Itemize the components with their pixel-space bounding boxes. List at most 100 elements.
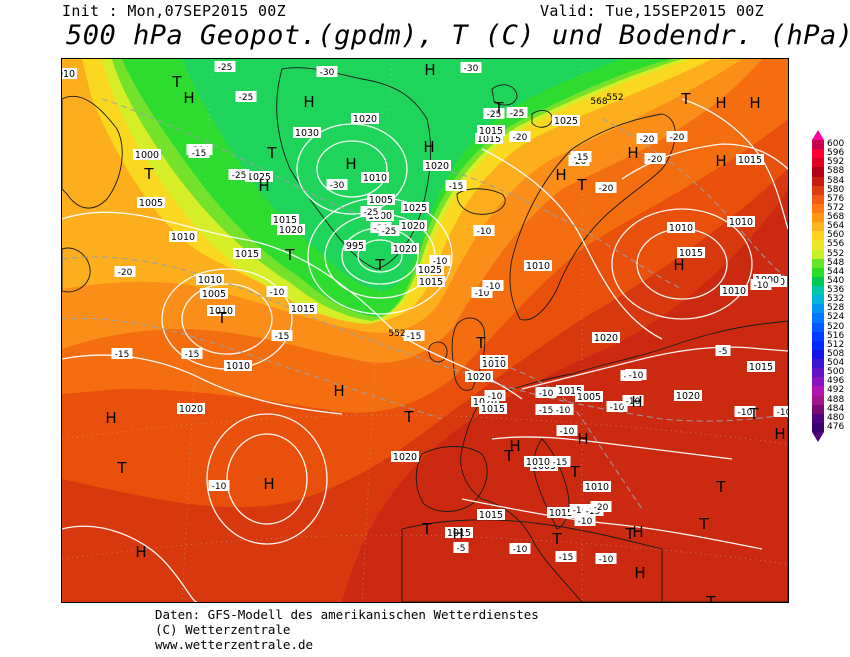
legend-entry: 476 (812, 421, 850, 432)
temperature-label: -10 (574, 515, 596, 527)
pressure-label: 1005 (137, 197, 165, 209)
low-pressure-center: T (216, 309, 227, 327)
svg-text:1025: 1025 (403, 203, 427, 214)
pressure-label: 1010 (361, 172, 389, 184)
legend-entry: 532 (812, 295, 850, 305)
svg-text:-25: -25 (239, 93, 254, 103)
svg-text:-10: -10 (433, 257, 448, 267)
legend-swatch (812, 258, 824, 268)
legend-entry: 492 (812, 386, 850, 396)
svg-text:-20: -20 (594, 503, 609, 513)
legend-swatch (812, 413, 824, 423)
legend-value: 528 (827, 303, 845, 314)
svg-text:-30: -30 (464, 64, 479, 74)
legend-swatch (812, 194, 824, 204)
legend-swatch (812, 386, 824, 396)
high-pressure-center: H (715, 152, 726, 170)
svg-text:995: 995 (346, 241, 364, 252)
legend-entry: 600 (812, 140, 850, 150)
temperature-label: -20 (636, 133, 658, 145)
legend-entry: 596 (812, 148, 850, 159)
legend-value: 524 (827, 312, 845, 323)
legend-value: 596 (827, 148, 845, 159)
legend-value: 584 (827, 175, 845, 186)
svg-text:-10: -10 (270, 288, 285, 298)
svg-text:1010: 1010 (198, 275, 222, 286)
pressure-label: 1010 (583, 481, 611, 493)
geopotential-label: 552 (388, 329, 405, 339)
legend-swatch (812, 422, 824, 432)
temperature-label: -20 (644, 153, 666, 165)
low-pressure-center: T (421, 520, 432, 538)
high-pressure-center: H (627, 144, 638, 162)
pressure-label: 1020 (423, 160, 451, 172)
pressure-label: 1015 (479, 403, 507, 415)
legend-entry: 576 (812, 194, 850, 204)
pressure-label: 1020 (177, 403, 205, 415)
legend-value: 544 (827, 266, 845, 277)
temperature-label: -15 (445, 180, 467, 192)
svg-text:1015: 1015 (749, 362, 773, 373)
legend-entry: 508 (812, 349, 850, 359)
temperature-label: -10 (773, 406, 788, 418)
legend-value: 516 (827, 330, 845, 341)
legend-value: 560 (827, 230, 845, 241)
legend-value: 540 (827, 275, 845, 286)
low-pressure-center: T (698, 515, 709, 533)
legend-swatch (812, 349, 824, 359)
legend-swatch (812, 203, 824, 213)
legend-swatch (812, 404, 824, 414)
temperature-label: -10 (625, 369, 647, 381)
pressure-label: 1010 (62, 68, 77, 80)
pressure-label: 1020 (391, 243, 419, 255)
legend-entry: 496 (812, 377, 850, 387)
svg-text:1020: 1020 (473, 397, 497, 408)
svg-text:-10: -10 (738, 408, 753, 418)
high-pressure-center: H (555, 166, 566, 184)
svg-text:1030: 1030 (295, 128, 319, 139)
legend-entry: 504 (812, 358, 850, 369)
legend-swatch (812, 240, 824, 250)
low-pressure-center: T (748, 405, 759, 423)
legend-value: 504 (827, 358, 845, 369)
svg-text:1015: 1015 (273, 215, 297, 226)
pressure-label: 1005 (367, 194, 395, 206)
legend-entry: 544 (812, 266, 850, 277)
svg-text:1010: 1010 (669, 223, 693, 234)
pressure-label: 1015 (677, 247, 705, 259)
svg-text:-15: -15 (559, 553, 574, 563)
svg-text:-15: -15 (407, 332, 422, 342)
svg-text:-15: -15 (275, 332, 290, 342)
legend-value: 580 (827, 184, 845, 195)
low-pressure-center: T (576, 176, 587, 194)
temperature-label: -20 (114, 266, 136, 278)
svg-text:1015: 1015 (549, 508, 573, 519)
temperature-label: -20 (595, 182, 617, 194)
svg-text:-25: -25 (510, 109, 525, 119)
svg-text:1005: 1005 (202, 289, 226, 300)
svg-text:-10: -10 (212, 482, 227, 492)
legend-value: 476 (827, 421, 845, 432)
high-pressure-center: H (183, 89, 194, 107)
pressure-labels: 1010 1000 1005 1010 1015 1010 1005 1010 1010 1015… (62, 68, 787, 539)
pressure-label: 1005 (575, 391, 603, 403)
low-pressure-center: T (715, 478, 726, 496)
temperature-label: -30 (460, 62, 482, 74)
svg-text:1010: 1010 (363, 173, 387, 184)
pressure-label: 1015 (477, 509, 505, 521)
pressure-label: 1010 (720, 285, 748, 297)
high-pressure-center: H (577, 430, 588, 448)
init-time: Init : Mon,07SEP2015 00Z (62, 2, 286, 20)
pressure-label: 1020 (391, 451, 419, 463)
temperature-label: -15 (111, 348, 133, 360)
svg-text:1025: 1025 (418, 265, 442, 276)
temperature-label: -25 (483, 108, 505, 120)
color-legend: 600 596 592 588 584 580 576 572 568 564 560 556 552 5… (812, 130, 850, 442)
legend-entry: 528 (812, 303, 850, 314)
legend-entry: 580 (812, 184, 850, 195)
svg-text:-10: -10 (626, 397, 641, 407)
legend-arrow-up-icon (812, 130, 824, 140)
legend-value: 480 (827, 412, 845, 423)
svg-text:1010: 1010 (722, 286, 746, 297)
temperature-label: -10 (734, 406, 756, 418)
